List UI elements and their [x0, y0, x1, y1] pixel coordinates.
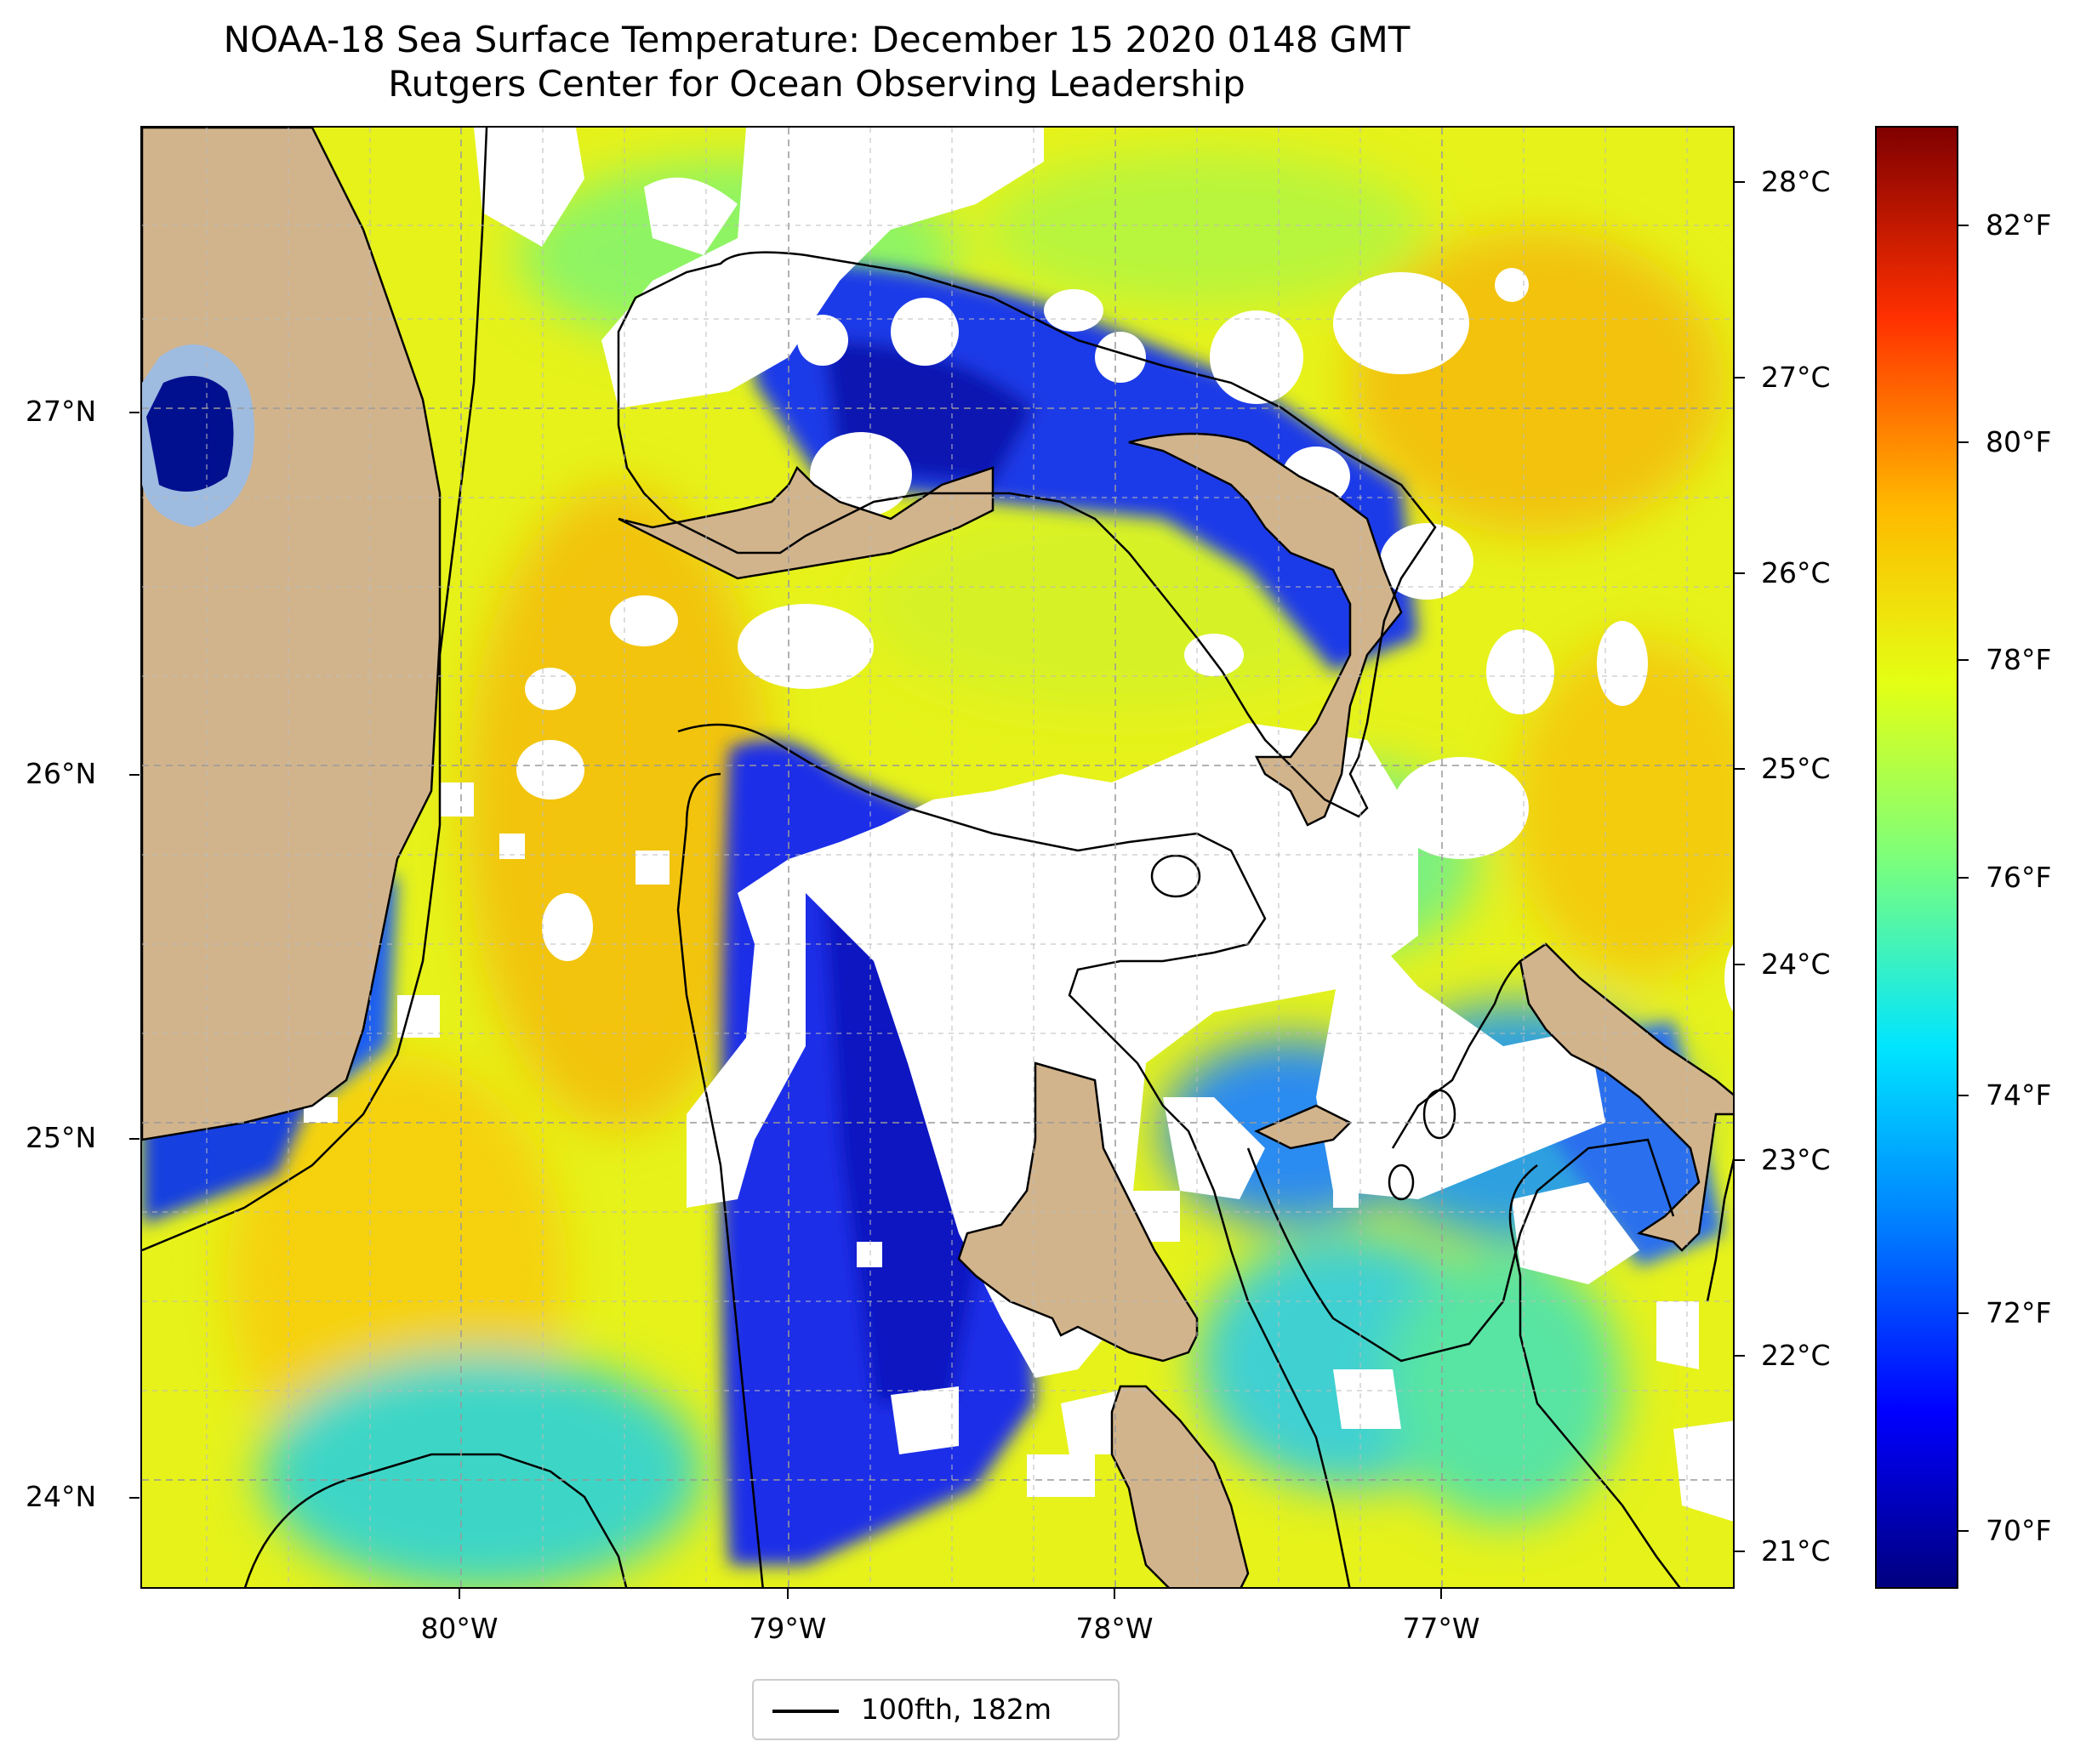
celsius-tick — [1735, 572, 1745, 574]
lon-tick-label: 78°W — [1075, 1612, 1154, 1645]
fahrenheit-tick-label: 74°F — [1986, 1078, 2052, 1112]
lon-tick-label: 79°W — [749, 1612, 827, 1645]
fahrenheit-tick — [1958, 441, 1969, 443]
chart-title: NOAA-18 Sea Surface Temperature: Decembe… — [223, 19, 1411, 60]
celsius-tick — [1735, 1551, 1745, 1552]
celsius-tick — [1735, 181, 1745, 183]
fahrenheit-tick — [1958, 659, 1969, 661]
lat-tick — [129, 1138, 140, 1140]
fahrenheit-tick-label: 82°F — [1986, 208, 2052, 242]
celsius-tick-label: 26°C — [1761, 556, 1831, 589]
lon-tick-label: 80°W — [420, 1612, 499, 1645]
lake-cold-area — [146, 376, 234, 492]
celsius-tick-label: 23°C — [1761, 1143, 1831, 1176]
celsius-tick — [1735, 964, 1745, 965]
legend-label: 100fth, 182m — [861, 1693, 1052, 1726]
celsius-tick — [1735, 768, 1745, 770]
legend: 100fth, 182m — [752, 1679, 1120, 1740]
chart-subtitle: Rutgers Center for Ocean Observing Leade… — [388, 63, 1245, 105]
celsius-tick-label: 25°C — [1761, 752, 1831, 785]
lon-tick — [459, 1589, 460, 1599]
fahrenheit-tick — [1958, 1095, 1969, 1096]
fahrenheit-tick-label: 78°F — [1986, 643, 2052, 676]
fahrenheit-tick-label: 80°F — [1986, 425, 2052, 458]
sst-map — [140, 126, 1735, 1589]
lat-tick — [129, 774, 140, 776]
lat-tick-label: 27°N — [26, 395, 97, 428]
fahrenheit-tick-label: 70°F — [1986, 1514, 2052, 1547]
sst-map-canvas — [142, 128, 1733, 1587]
no-data-regions — [304, 128, 1733, 1522]
lon-tick — [1114, 1589, 1115, 1599]
lon-tick — [787, 1589, 789, 1599]
colorbar — [1875, 126, 1958, 1589]
celsius-tick-label: 24°C — [1761, 947, 1831, 981]
fahrenheit-tick-label: 72°F — [1986, 1296, 2052, 1329]
lat-tick-label: 26°N — [26, 757, 97, 790]
lat-tick-label: 25°N — [26, 1121, 97, 1154]
celsius-tick — [1735, 377, 1745, 378]
lat-tick — [129, 1497, 140, 1499]
fahrenheit-tick-label: 76°F — [1986, 861, 2052, 894]
fahrenheit-tick — [1958, 225, 1969, 226]
celsius-tick-label: 28°C — [1761, 165, 1831, 198]
isobath-100fth — [142, 128, 1733, 1587]
celsius-tick-label: 27°C — [1761, 361, 1831, 394]
lon-tick — [1440, 1589, 1442, 1599]
celsius-tick-label: 22°C — [1761, 1339, 1831, 1372]
map-gridlines — [142, 128, 1733, 1587]
lat-tick-label: 24°N — [26, 1480, 97, 1513]
fahrenheit-tick — [1958, 1530, 1969, 1532]
map-minor-gridlines — [142, 128, 1733, 1587]
lon-tick-label: 77°W — [1402, 1612, 1480, 1645]
celsius-tick — [1735, 1159, 1745, 1161]
legend-line-swatch — [772, 1710, 839, 1713]
celsius-tick-label: 21°C — [1761, 1534, 1831, 1568]
celsius-tick — [1735, 1355, 1745, 1357]
lat-tick — [129, 412, 140, 413]
fahrenheit-tick — [1958, 1312, 1969, 1314]
fahrenheit-tick — [1958, 877, 1969, 879]
